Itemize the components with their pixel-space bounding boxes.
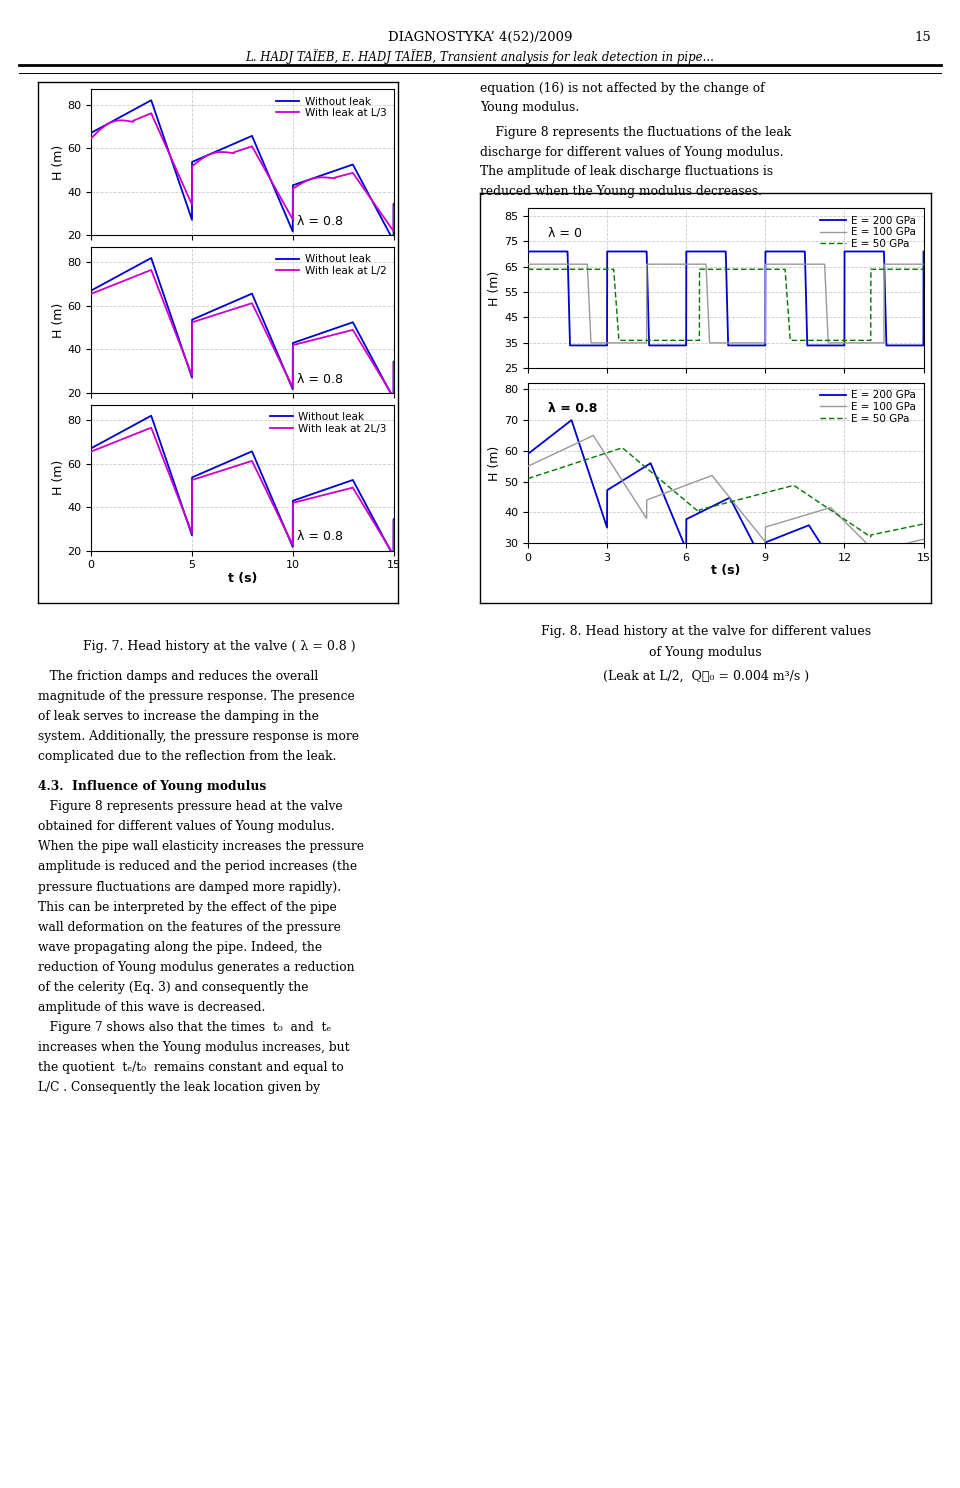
- Text: complicated due to the reflection from the leak.: complicated due to the reflection from t…: [38, 750, 337, 763]
- Text: Fig. 7. Head history at the valve ( λ = 0.8 ): Fig. 7. Head history at the valve ( λ = …: [83, 640, 355, 653]
- Text: magnitude of the pressure response. The presence: magnitude of the pressure response. The …: [38, 689, 355, 702]
- Text: Fig. 8. Head history at the valve for different values: Fig. 8. Head history at the valve for di…: [540, 625, 871, 638]
- Text: reduced when the Young modulus decreases.: reduced when the Young modulus decreases…: [480, 185, 762, 198]
- Text: Young modulus.: Young modulus.: [480, 101, 579, 115]
- Text: pressure fluctuations are damped more rapidly).: pressure fluctuations are damped more ra…: [38, 881, 342, 893]
- X-axis label: t (s): t (s): [228, 571, 257, 585]
- Text: 15: 15: [915, 31, 931, 43]
- Y-axis label: H (m): H (m): [489, 445, 501, 481]
- Text: This can be interpreted by the effect of the pipe: This can be interpreted by the effect of…: [38, 900, 337, 914]
- Y-axis label: H (m): H (m): [52, 302, 64, 338]
- Text: amplitude of this wave is decreased.: amplitude of this wave is decreased.: [38, 1001, 266, 1013]
- Text: L/C . Consequently the leak location given by: L/C . Consequently the leak location giv…: [38, 1082, 321, 1094]
- Text: the quotient  tₑ/t₀  remains constant and equal to: the quotient tₑ/t₀ remains constant and …: [38, 1061, 344, 1074]
- Text: (Leak at L/2,  Qℓ₀ = 0.004 m³/s ): (Leak at L/2, Qℓ₀ = 0.004 m³/s ): [603, 670, 808, 683]
- Text: DIAGNOSTYKA’ 4(52)/2009: DIAGNOSTYKA’ 4(52)/2009: [388, 31, 572, 43]
- Text: discharge for different values of Young modulus.: discharge for different values of Young …: [480, 146, 783, 159]
- Legend: E = 200 GPa, E = 100 GPa, E = 50 GPa: E = 200 GPa, E = 100 GPa, E = 50 GPa: [818, 214, 919, 251]
- Text: Figure 8 represents the fluctuations of the leak: Figure 8 represents the fluctuations of …: [480, 126, 791, 140]
- Y-axis label: H (m): H (m): [489, 271, 501, 307]
- Text: L. HADJ TAÏEB, E. HADJ TAÏEB, Transient analysis for leak detection in pipe...: L. HADJ TAÏEB, E. HADJ TAÏEB, Transient …: [246, 49, 714, 64]
- Text: increases when the Young modulus increases, but: increases when the Young modulus increas…: [38, 1042, 350, 1054]
- Text: 4.3.  Influence of Young modulus: 4.3. Influence of Young modulus: [38, 780, 267, 793]
- Text: reduction of Young modulus generates a reduction: reduction of Young modulus generates a r…: [38, 961, 355, 973]
- Text: λ = 0.8: λ = 0.8: [297, 214, 343, 228]
- Text: of leak serves to increase the damping in the: of leak serves to increase the damping i…: [38, 710, 320, 723]
- Text: λ = 0.8: λ = 0.8: [297, 372, 343, 385]
- Y-axis label: H (m): H (m): [52, 144, 64, 180]
- Text: The friction damps and reduces the overall: The friction damps and reduces the overa…: [38, 670, 319, 683]
- Text: equation (16) is not affected by the change of: equation (16) is not affected by the cha…: [480, 82, 764, 95]
- Text: Figure 7 shows also that the times  t₀  and  tₑ: Figure 7 shows also that the times t₀ an…: [38, 1021, 331, 1034]
- Text: of Young modulus: of Young modulus: [649, 646, 762, 659]
- Text: The amplitude of leak discharge fluctuations is: The amplitude of leak discharge fluctuat…: [480, 165, 773, 179]
- X-axis label: t (s): t (s): [711, 564, 740, 577]
- Text: λ = 0.8: λ = 0.8: [548, 402, 597, 415]
- Legend: E = 200 GPa, E = 100 GPa, E = 50 GPa: E = 200 GPa, E = 100 GPa, E = 50 GPa: [818, 388, 919, 426]
- Legend: Without leak, With leak at L/3: Without leak, With leak at L/3: [275, 95, 389, 121]
- Y-axis label: H (m): H (m): [52, 460, 64, 496]
- Text: When the pipe wall elasticity increases the pressure: When the pipe wall elasticity increases …: [38, 841, 365, 853]
- Text: wave propagating along the pipe. Indeed, the: wave propagating along the pipe. Indeed,…: [38, 940, 323, 954]
- Text: system. Additionally, the pressure response is more: system. Additionally, the pressure respo…: [38, 729, 359, 743]
- Text: Figure 8 represents pressure head at the valve: Figure 8 represents pressure head at the…: [38, 801, 343, 812]
- Legend: Without leak, With leak at L/2: Without leak, With leak at L/2: [275, 253, 389, 278]
- Text: obtained for different values of Young modulus.: obtained for different values of Young m…: [38, 820, 335, 833]
- Text: of the celerity (Eq. 3) and consequently the: of the celerity (Eq. 3) and consequently…: [38, 981, 309, 994]
- Text: amplitude is reduced and the period increases (the: amplitude is reduced and the period incr…: [38, 860, 357, 873]
- Text: λ = 0: λ = 0: [548, 228, 582, 240]
- Text: wall deformation on the features of the pressure: wall deformation on the features of the …: [38, 921, 341, 933]
- Text: λ = 0.8: λ = 0.8: [297, 530, 343, 543]
- Legend: Without leak, With leak at 2L/3: Without leak, With leak at 2L/3: [268, 411, 389, 436]
